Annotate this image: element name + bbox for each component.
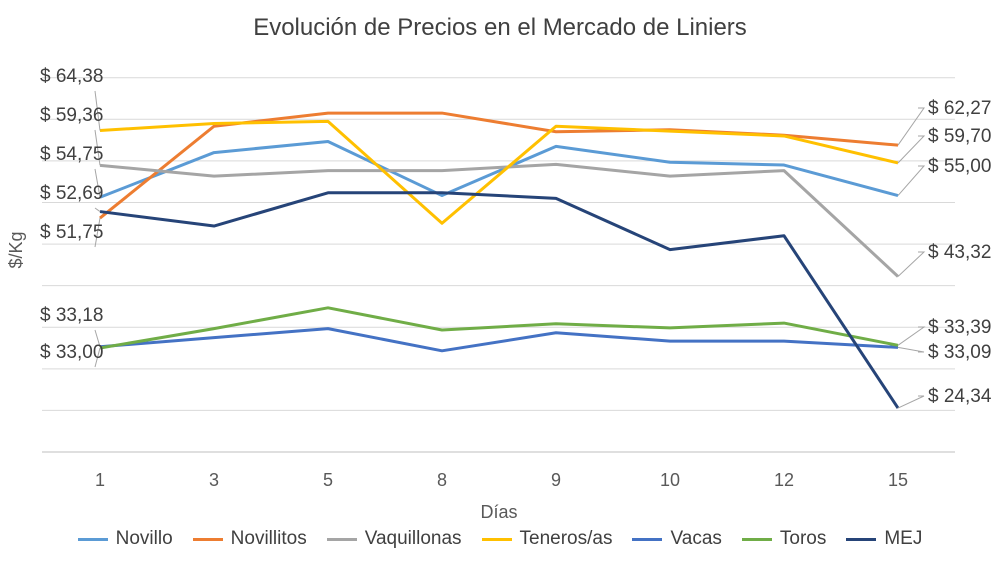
- data-label: $ 64,38: [40, 66, 103, 87]
- data-label: $ 62,27: [928, 98, 991, 119]
- legend-swatch: [481, 537, 512, 541]
- data-label-leader: [897, 395, 925, 409]
- data-label-leader: [94, 168, 101, 198]
- legend-label: MEJ: [884, 528, 923, 549]
- x-axis-title: Días: [480, 502, 517, 522]
- data-label-leader: [897, 346, 925, 353]
- data-label: $ 43,32: [928, 242, 991, 263]
- legend-swatch: [326, 537, 357, 541]
- legend-label: Vacas: [670, 528, 722, 549]
- legend-item: Vaquillonas: [326, 528, 462, 550]
- legend-swatch: [632, 537, 663, 541]
- y-axis-title: $/Kg: [6, 231, 26, 268]
- legend-label: Novillitos: [230, 528, 307, 549]
- series-line-mej: [99, 191, 900, 409]
- legend-label: Toros: [779, 528, 827, 549]
- data-label: $ 55,00: [928, 156, 991, 177]
- data-label: $ 33,39: [928, 317, 991, 338]
- series-line-vaquillonas: [99, 162, 900, 278]
- data-label: $ 54,75: [40, 144, 103, 165]
- data-label-leader: [897, 251, 926, 277]
- series-line-vacas: [99, 327, 899, 353]
- x-tick-label: 12: [774, 470, 794, 490]
- chart-legend: Novillo Novillitos Vaquillonas Teneros/as Va…: [0, 528, 1000, 550]
- data-label-leader: [94, 217, 101, 248]
- data-label-leader: [94, 90, 101, 131]
- data-label: $ 59,70: [928, 126, 991, 147]
- legend-label: Novillo: [115, 528, 173, 549]
- data-label: $ 33,09: [928, 342, 991, 363]
- data-label: $ 33,00: [40, 342, 103, 363]
- legend-swatch: [192, 537, 223, 541]
- legend-label: Teneros/as: [519, 528, 613, 549]
- legend-item: Toros: [741, 528, 827, 550]
- legend-item: Vacas: [632, 528, 722, 550]
- data-label: $ 24,34: [928, 386, 992, 407]
- legend-swatch: [77, 537, 108, 541]
- data-label-leader: [94, 207, 101, 212]
- legend-item: Teneros/as: [481, 528, 613, 550]
- series-line-novillo: [99, 139, 899, 199]
- x-tick-label: 15: [888, 470, 908, 490]
- data-label-leader: [94, 329, 101, 347]
- x-tick-label: 1: [95, 470, 105, 490]
- data-label: $ 52,69: [40, 183, 103, 204]
- data-label-leader: [94, 129, 101, 166]
- legend-swatch: [846, 537, 877, 541]
- legend-label: Vaquillonas: [364, 528, 462, 549]
- series-line-teneros-as: [99, 119, 899, 225]
- series-line-toros: [99, 306, 899, 350]
- x-tick-label: 9: [551, 470, 561, 490]
- legend-swatch: [741, 537, 772, 541]
- data-label: $ 51,75: [40, 222, 103, 243]
- x-tick-label: 5: [323, 470, 333, 490]
- data-label-leader: [897, 326, 926, 346]
- data-label-leader: [897, 165, 926, 196]
- data-label: $ 33,18: [40, 305, 103, 326]
- legend-item: Novillitos: [192, 528, 307, 550]
- chart-title: Evolución de Precios en el Mercado de Li…: [253, 14, 747, 41]
- x-tick-label: 10: [660, 470, 680, 490]
- x-tick-label: 8: [437, 470, 447, 490]
- data-label-leader: [897, 107, 925, 146]
- data-label-leader: [94, 347, 101, 368]
- data-label: $ 59,36: [40, 105, 103, 126]
- legend-item: Novillo: [77, 528, 173, 550]
- x-tick-label: 3: [209, 470, 219, 490]
- legend-item: MEJ: [846, 528, 922, 550]
- data-label-leader: [897, 135, 926, 164]
